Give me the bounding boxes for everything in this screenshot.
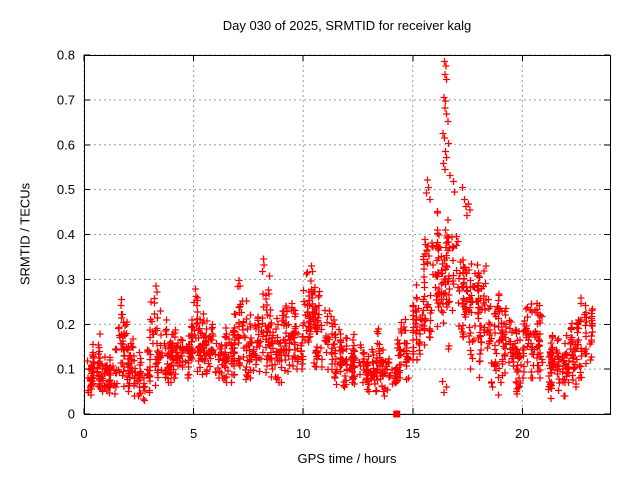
axes (83, 54, 611, 415)
tick-labels: 0 5 10 15 20 0 0.1 0.2 0.3 0.4 0.5 0.6 0.7 0.8 (57, 48, 530, 442)
y-tick-label: 0.6 (57, 137, 75, 152)
x-tick-label: 20 (515, 426, 529, 441)
y-tick-label: 0.2 (57, 317, 75, 332)
y-tick-label: 0.7 (57, 92, 75, 107)
y-tick-label: 0.3 (57, 272, 75, 287)
y-tick-label: 0.5 (57, 182, 75, 197)
y-tick-label: 0.8 (57, 48, 75, 63)
x-tick-label: 15 (406, 426, 420, 441)
chart-title: Day 030 of 2025, SRMTID for receiver kal… (222, 18, 472, 33)
y-tick-label: 0 (68, 407, 75, 422)
x-tick-label: 5 (190, 426, 197, 441)
scatter-points (84, 58, 596, 404)
x-tick-label: 10 (296, 426, 310, 441)
y-tick-label: 0.1 (57, 362, 75, 377)
x-axis-label: GPS time / hours (297, 451, 397, 466)
y-tick-label: 0.4 (57, 227, 75, 242)
flag-marker (393, 410, 401, 418)
x-tick-label: 0 (80, 426, 87, 441)
